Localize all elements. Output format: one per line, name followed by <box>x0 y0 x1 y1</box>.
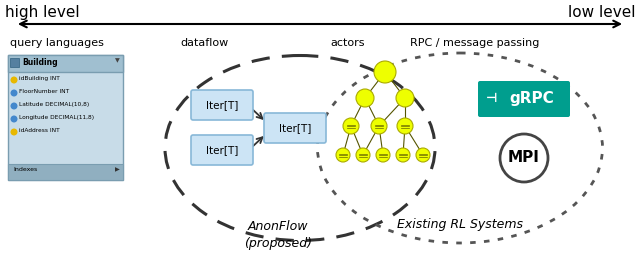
Text: query languages: query languages <box>10 38 104 48</box>
Text: high level: high level <box>5 5 79 20</box>
Text: idBuilding INT: idBuilding INT <box>19 76 60 81</box>
Text: idAddress INT: idAddress INT <box>19 128 60 133</box>
Text: MPI: MPI <box>508 150 540 165</box>
Circle shape <box>11 103 17 109</box>
FancyBboxPatch shape <box>478 81 570 117</box>
Circle shape <box>11 90 17 96</box>
Text: Iter[T]: Iter[T] <box>279 123 311 133</box>
Text: Building: Building <box>22 58 58 67</box>
Circle shape <box>11 77 17 83</box>
Text: low level: low level <box>568 5 635 20</box>
Text: dataflow: dataflow <box>180 38 228 48</box>
Circle shape <box>11 116 17 122</box>
Circle shape <box>396 148 410 162</box>
Circle shape <box>374 61 396 83</box>
Circle shape <box>11 129 17 135</box>
Circle shape <box>416 148 430 162</box>
FancyBboxPatch shape <box>191 135 253 165</box>
Text: ▶: ▶ <box>115 167 120 172</box>
Circle shape <box>356 148 370 162</box>
Circle shape <box>336 148 350 162</box>
Text: Iter[T]: Iter[T] <box>206 100 238 110</box>
FancyBboxPatch shape <box>264 113 326 143</box>
Text: FloorNumber INT: FloorNumber INT <box>19 89 69 94</box>
FancyBboxPatch shape <box>191 90 253 120</box>
Text: Existing RL Systems: Existing RL Systems <box>397 218 523 231</box>
Text: actors: actors <box>330 38 365 48</box>
FancyBboxPatch shape <box>10 58 19 67</box>
Text: ▼: ▼ <box>115 58 120 63</box>
Text: Longitude DECIMAL(11,8): Longitude DECIMAL(11,8) <box>19 115 94 120</box>
FancyBboxPatch shape <box>8 164 123 180</box>
Text: RPC / message passing: RPC / message passing <box>410 38 540 48</box>
Circle shape <box>397 118 413 134</box>
Circle shape <box>356 89 374 107</box>
Circle shape <box>371 118 387 134</box>
Text: Iter[T]: Iter[T] <box>206 145 238 155</box>
FancyBboxPatch shape <box>8 55 123 72</box>
Text: Indexes: Indexes <box>13 167 37 172</box>
FancyBboxPatch shape <box>8 55 123 180</box>
Circle shape <box>343 118 359 134</box>
Text: AnonFlow
(proposed): AnonFlow (proposed) <box>244 220 312 250</box>
Text: ⊣: ⊣ <box>486 93 497 105</box>
Text: gRPC: gRPC <box>509 92 554 107</box>
Circle shape <box>376 148 390 162</box>
Text: Latitude DECIMAL(10,8): Latitude DECIMAL(10,8) <box>19 102 89 107</box>
Circle shape <box>396 89 414 107</box>
